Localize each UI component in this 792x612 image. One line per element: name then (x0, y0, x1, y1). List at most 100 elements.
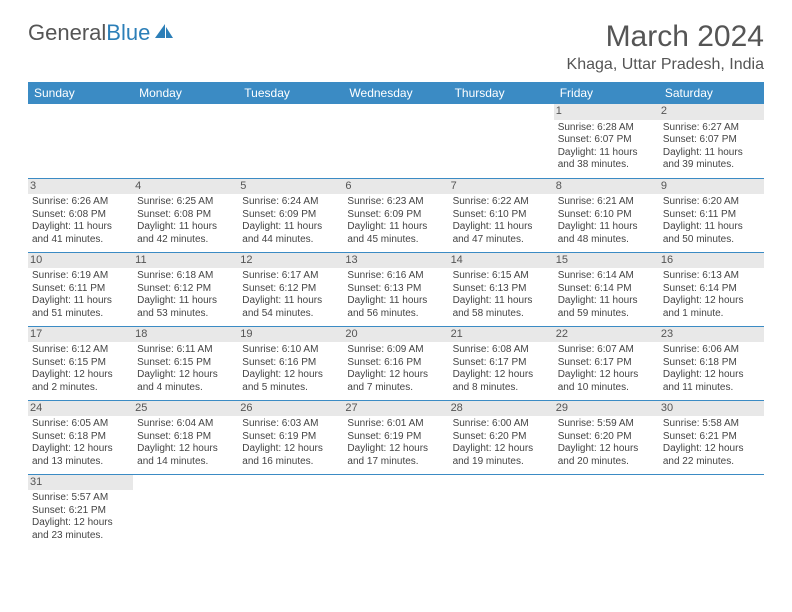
calendar-cell: 25Sunrise: 6:04 AMSunset: 6:18 PMDayligh… (133, 400, 238, 474)
calendar-cell (238, 474, 343, 548)
cell-text-line: Sunrise: 6:11 AM (137, 344, 234, 357)
cell-text-line: Sunrise: 6:15 AM (453, 270, 550, 283)
cell-text-line: Sunset: 6:19 PM (347, 431, 444, 444)
cell-text-line: Sunrise: 6:26 AM (32, 196, 129, 209)
calendar-cell (659, 474, 764, 548)
cell-text-line: Sunrise: 6:19 AM (32, 270, 129, 283)
calendar-cell (238, 104, 343, 178)
cell-text-line: Sunrise: 6:14 AM (558, 270, 655, 283)
calendar-cell (133, 474, 238, 548)
page-header: GeneralBlue March 2024 Khaga, Uttar Prad… (28, 20, 764, 74)
day-number: 23 (659, 327, 764, 343)
cell-text-line: Daylight: 11 hours (137, 221, 234, 234)
cell-text-line: and 7 minutes. (347, 382, 444, 395)
cell-text-line: Daylight: 11 hours (558, 221, 655, 234)
cell-text-line: Sunrise: 6:05 AM (32, 418, 129, 431)
cell-text-line: and 48 minutes. (558, 234, 655, 247)
cell-text-line: Sunset: 6:21 PM (32, 505, 129, 518)
calendar-cell: 4Sunrise: 6:25 AMSunset: 6:08 PMDaylight… (133, 178, 238, 252)
calendar-cell: 19Sunrise: 6:10 AMSunset: 6:16 PMDayligh… (238, 326, 343, 400)
month-title: March 2024 (567, 20, 764, 54)
day-number: 3 (28, 179, 133, 195)
cell-text-line: Daylight: 11 hours (453, 295, 550, 308)
calendar-cell (449, 474, 554, 548)
cell-text-line: Daylight: 12 hours (137, 369, 234, 382)
cell-text-line: Sunrise: 5:57 AM (32, 492, 129, 505)
calendar-cell: 22Sunrise: 6:07 AMSunset: 6:17 PMDayligh… (554, 326, 659, 400)
calendar-cell: 7Sunrise: 6:22 AMSunset: 6:10 PMDaylight… (449, 178, 554, 252)
cell-text-line: Daylight: 12 hours (32, 369, 129, 382)
day-number: 7 (449, 179, 554, 195)
cell-text-line: Sunset: 6:13 PM (347, 283, 444, 296)
cell-text-line: Daylight: 12 hours (347, 443, 444, 456)
cell-text-line: Sunrise: 6:10 AM (242, 344, 339, 357)
cell-text-line: Sunset: 6:08 PM (137, 209, 234, 222)
cell-text-line: Sunrise: 6:17 AM (242, 270, 339, 283)
day-number: 19 (238, 327, 343, 343)
cell-text-line: and 19 minutes. (453, 456, 550, 469)
cell-text-line: and 23 minutes. (32, 530, 129, 543)
cell-text-line: Sunrise: 6:01 AM (347, 418, 444, 431)
cell-text-line: Daylight: 11 hours (242, 221, 339, 234)
day-number: 5 (238, 179, 343, 195)
day-of-week-row: SundayMondayTuesdayWednesdayThursdayFrid… (28, 82, 764, 104)
calendar-cell: 6Sunrise: 6:23 AMSunset: 6:09 PMDaylight… (343, 178, 448, 252)
calendar-cell: 2Sunrise: 6:27 AMSunset: 6:07 PMDaylight… (659, 104, 764, 178)
cell-text-line: Sunrise: 5:59 AM (558, 418, 655, 431)
calendar-cell: 29Sunrise: 5:59 AMSunset: 6:20 PMDayligh… (554, 400, 659, 474)
cell-text-line: Sunset: 6:07 PM (558, 134, 655, 147)
day-number: 20 (343, 327, 448, 343)
calendar-cell (449, 104, 554, 178)
calendar-cell: 12Sunrise: 6:17 AMSunset: 6:12 PMDayligh… (238, 252, 343, 326)
cell-text-line: Daylight: 12 hours (453, 443, 550, 456)
cell-text-line: Sunset: 6:21 PM (663, 431, 760, 444)
cell-text-line: Sunrise: 6:12 AM (32, 344, 129, 357)
cell-text-line: Sunrise: 6:21 AM (558, 196, 655, 209)
cell-text-line: and 13 minutes. (32, 456, 129, 469)
cell-text-line: Sunset: 6:09 PM (347, 209, 444, 222)
cell-text-line: Sunrise: 6:22 AM (453, 196, 550, 209)
cell-text-line: Sunrise: 6:28 AM (558, 122, 655, 135)
cell-text-line: Sunset: 6:10 PM (453, 209, 550, 222)
cell-text-line: Sunrise: 6:06 AM (663, 344, 760, 357)
calendar-cell: 31Sunrise: 5:57 AMSunset: 6:21 PMDayligh… (28, 474, 133, 548)
cell-text-line: Daylight: 12 hours (663, 369, 760, 382)
day-number: 31 (28, 475, 133, 491)
cell-text-line: and 4 minutes. (137, 382, 234, 395)
calendar-table: SundayMondayTuesdayWednesdayThursdayFrid… (28, 82, 764, 548)
cell-text-line: Sunrise: 6:04 AM (137, 418, 234, 431)
day-number: 6 (343, 179, 448, 195)
day-number: 1 (554, 104, 659, 120)
cell-text-line: Sunset: 6:20 PM (558, 431, 655, 444)
calendar-body: 1 Sunrise: 6:28 AMSunset: 6:07 PM Daylight… (28, 104, 764, 548)
day-number: 30 (659, 401, 764, 417)
day-number: 10 (28, 253, 133, 269)
cell-text-line: Daylight: 12 hours (453, 369, 550, 382)
cell-text-line: Daylight: 11 hours (663, 221, 760, 234)
day-number: 15 (554, 253, 659, 269)
cell-text-line: Daylight: 12 hours (242, 443, 339, 456)
day-number: 26 (238, 401, 343, 417)
day-header: Sunday (28, 82, 133, 104)
cell-text-line: and 38 minutes. (558, 159, 655, 172)
logo-text-a: General (28, 20, 106, 46)
cell-text-line: Sunset: 6:14 PM (663, 283, 760, 296)
day-header: Tuesday (238, 82, 343, 104)
day-header: Friday (554, 82, 659, 104)
cell-text-line: Daylight: 11 hours (558, 295, 655, 308)
cell-text-line: Daylight: 11 hours (453, 221, 550, 234)
cell-text-line: Sunset: 6:17 PM (558, 357, 655, 370)
day-number: 2 (659, 104, 764, 120)
day-number: 11 (133, 253, 238, 269)
day-header: Monday (133, 82, 238, 104)
cell-text-line: Sunrise: 6:08 AM (453, 344, 550, 357)
cell-text-line: Daylight: 11 hours (32, 221, 129, 234)
cell-text-line: and 59 minutes. (558, 308, 655, 321)
day-number: 12 (238, 253, 343, 269)
cell-text-line: and 2 minutes. (32, 382, 129, 395)
day-header: Saturday (659, 82, 764, 104)
calendar-cell: 3Sunrise: 6:26 AMSunset: 6:08 PMDaylight… (28, 178, 133, 252)
cell-text-line: Sunset: 6:13 PM (453, 283, 550, 296)
cell-text-line: Daylight: 12 hours (242, 369, 339, 382)
cell-text-line: Daylight: 12 hours (137, 443, 234, 456)
